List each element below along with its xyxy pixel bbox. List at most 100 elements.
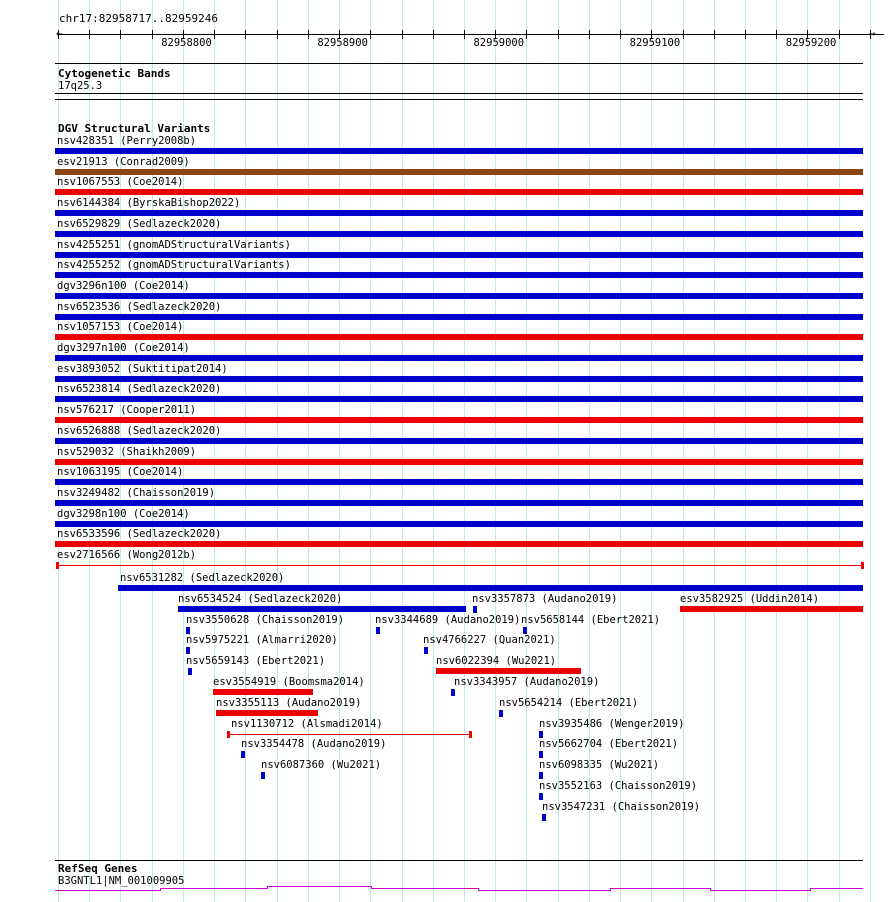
variant-label[interactable]: nsv3935486 (Wenger2019) bbox=[539, 718, 685, 730]
gene-exon-segment[interactable] bbox=[610, 888, 710, 889]
variant-point-marker[interactable] bbox=[539, 731, 543, 738]
variant-label[interactable]: nsv3354478 (Audano2019) bbox=[241, 738, 387, 750]
gene-exon-segment[interactable] bbox=[55, 890, 160, 891]
variant-bar[interactable] bbox=[436, 668, 581, 674]
variant-label[interactable]: esv2716566 (Wong2012b) bbox=[57, 549, 197, 561]
variant-label[interactable]: nsv1130712 (Alsmadi2014) bbox=[231, 718, 383, 730]
variant-label[interactable]: nsv3343957 (Audano2019) bbox=[454, 676, 600, 688]
variant-label[interactable]: nsv5975221 (Almarri2020) bbox=[186, 634, 338, 646]
variant-label[interactable]: nsv6534524 (Sedlazeck2020) bbox=[178, 593, 343, 605]
refseq-gene-label[interactable]: B3GNTL1|NM_001009905 bbox=[58, 875, 185, 887]
variant-endpoint-marker[interactable] bbox=[861, 562, 864, 569]
variant-bar[interactable] bbox=[55, 189, 863, 195]
variant-bar[interactable] bbox=[55, 169, 863, 175]
variant-label[interactable]: dgv3298n100 (Coe2014) bbox=[57, 508, 190, 520]
variant-bar[interactable] bbox=[55, 459, 863, 465]
variant-label[interactable]: nsv6098335 (Wu2021) bbox=[539, 759, 660, 771]
cytoband-item-17q25-3[interactable]: 17q25.3 bbox=[58, 80, 103, 92]
variant-endpoint-marker[interactable] bbox=[227, 731, 230, 738]
variant-bar[interactable] bbox=[55, 272, 863, 278]
gene-exon-segment[interactable] bbox=[267, 886, 371, 887]
variant-label[interactable]: nsv428351 (Perry2008b) bbox=[57, 135, 197, 147]
gene-exon-segment[interactable] bbox=[478, 890, 610, 891]
variant-bar[interactable] bbox=[680, 606, 863, 612]
variant-label[interactable]: dgv3297n100 (Coe2014) bbox=[57, 342, 190, 354]
variant-label[interactable]: esv3554919 (Boomsma2014) bbox=[213, 676, 365, 688]
variant-label[interactable]: nsv3249482 (Chaisson2019) bbox=[57, 487, 216, 499]
variant-bar[interactable] bbox=[55, 293, 863, 299]
variant-label[interactable]: nsv6022394 (Wu2021) bbox=[436, 655, 557, 667]
variant-bar[interactable] bbox=[55, 252, 863, 258]
variant-bar[interactable] bbox=[213, 689, 313, 695]
gene-exon-segment[interactable] bbox=[710, 890, 810, 891]
variant-label[interactable]: nsv6523536 (Sedlazeck2020) bbox=[57, 301, 222, 313]
variant-bar[interactable] bbox=[55, 376, 863, 382]
variant-label[interactable]: nsv529032 (Shaikh2009) bbox=[57, 446, 197, 458]
gene-exon-segment[interactable] bbox=[810, 888, 863, 889]
variant-bar[interactable] bbox=[55, 521, 863, 527]
variant-point-marker[interactable] bbox=[241, 751, 245, 758]
variant-label[interactable]: esv3893052 (Suktitipat2014) bbox=[57, 363, 228, 375]
variant-label[interactable]: nsv6087360 (Wu2021) bbox=[261, 759, 382, 771]
variant-bar[interactable] bbox=[55, 438, 863, 444]
gene-exon-segment[interactable] bbox=[160, 888, 267, 889]
gene-exon-segment[interactable] bbox=[371, 888, 478, 889]
variant-label[interactable]: nsv3550628 (Chaisson2019) bbox=[186, 614, 345, 626]
variant-label[interactable]: esv3582925 (Uddin2014) bbox=[680, 593, 820, 605]
variant-label[interactable]: nsv3547231 (Chaisson2019) bbox=[542, 801, 701, 813]
variant-bar[interactable] bbox=[55, 355, 863, 361]
variant-label[interactable]: nsv6526888 (Sedlazeck2020) bbox=[57, 425, 222, 437]
variant-point-marker[interactable] bbox=[542, 814, 546, 821]
ruler-left-arrow-icon[interactable]: ← bbox=[56, 27, 63, 40]
variant-label[interactable]: nsv3552163 (Chaisson2019) bbox=[539, 780, 698, 792]
variant-label[interactable]: nsv1067553 (Coe2014) bbox=[57, 176, 184, 188]
variant-bar[interactable] bbox=[55, 417, 863, 423]
variant-point-marker[interactable] bbox=[499, 710, 503, 717]
ruler-right-arrow-icon[interactable]: → bbox=[869, 27, 876, 40]
variant-bar[interactable] bbox=[55, 479, 863, 485]
variant-label[interactable]: nsv3344689 (Audano2019) bbox=[375, 614, 521, 626]
variant-point-marker[interactable] bbox=[188, 668, 192, 675]
variant-point-marker[interactable] bbox=[186, 627, 190, 634]
variant-bar[interactable] bbox=[55, 541, 863, 547]
variant-bar[interactable] bbox=[55, 334, 863, 340]
variant-label[interactable]: nsv5654214 (Ebert2021) bbox=[499, 697, 639, 709]
variant-label[interactable]: nsv5659143 (Ebert2021) bbox=[186, 655, 326, 667]
variant-point-marker[interactable] bbox=[424, 647, 428, 654]
variant-bar[interactable] bbox=[55, 500, 863, 506]
variant-point-marker[interactable] bbox=[523, 627, 527, 634]
variant-point-marker[interactable] bbox=[473, 606, 477, 613]
variant-label[interactable]: nsv576217 (Cooper2011) bbox=[57, 404, 197, 416]
variant-bar[interactable] bbox=[55, 231, 863, 237]
variant-point-marker[interactable] bbox=[539, 751, 543, 758]
variant-bar[interactable] bbox=[55, 314, 863, 320]
variant-endpoint-marker[interactable] bbox=[469, 731, 472, 738]
variant-span-line[interactable] bbox=[57, 565, 863, 566]
variant-label[interactable]: nsv4255252 (gnomADStructuralVariants) bbox=[57, 259, 291, 271]
variant-label[interactable]: nsv1057153 (Coe2014) bbox=[57, 321, 184, 333]
variant-label[interactable]: nsv6144384 (ByrskaBishop2022) bbox=[57, 197, 241, 209]
variant-label[interactable]: nsv6533596 (Sedlazeck2020) bbox=[57, 528, 222, 540]
variant-label[interactable]: nsv3355113 (Audano2019) bbox=[216, 697, 362, 709]
variant-bar[interactable] bbox=[118, 585, 863, 591]
variant-bar[interactable] bbox=[55, 396, 863, 402]
variant-bar[interactable] bbox=[55, 148, 863, 154]
variant-label[interactable]: nsv3357873 (Audano2019) bbox=[472, 593, 618, 605]
variant-label[interactable]: esv21913 (Conrad2009) bbox=[57, 156, 190, 168]
variant-label[interactable]: nsv4766227 (Quan2021) bbox=[423, 634, 556, 646]
variant-label[interactable]: nsv4255251 (gnomADStructuralVariants) bbox=[57, 239, 291, 251]
variant-label[interactable]: nsv6531282 (Sedlazeck2020) bbox=[120, 572, 285, 584]
variant-bar[interactable] bbox=[178, 606, 466, 612]
variant-point-marker[interactable] bbox=[376, 627, 380, 634]
variant-point-marker[interactable] bbox=[539, 772, 543, 779]
variant-point-marker[interactable] bbox=[186, 647, 190, 654]
variant-span-line[interactable] bbox=[228, 734, 471, 735]
variant-bar[interactable] bbox=[55, 210, 863, 216]
variant-label[interactable]: dgv3296n100 (Coe2014) bbox=[57, 280, 190, 292]
variant-label[interactable]: nsv1063195 (Coe2014) bbox=[57, 466, 184, 478]
variant-label[interactable]: nsv6523814 (Sedlazeck2020) bbox=[57, 383, 222, 395]
variant-point-marker[interactable] bbox=[261, 772, 265, 779]
variant-point-marker[interactable] bbox=[539, 793, 543, 800]
variant-point-marker[interactable] bbox=[451, 689, 455, 696]
